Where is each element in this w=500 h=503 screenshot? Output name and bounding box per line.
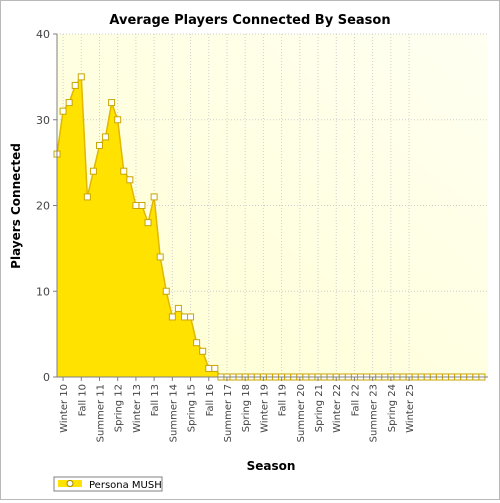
data-point xyxy=(156,253,164,261)
x-tick-label: Spring 12 xyxy=(114,384,125,432)
y-tick-labels: 0 10 20 30 40 xyxy=(36,28,57,384)
grid-lines xyxy=(57,33,488,378)
area-fill xyxy=(57,76,482,377)
x-tick-label: Winter 22 xyxy=(332,384,343,433)
x-tick-label: Winter 25 xyxy=(405,384,416,433)
x-tick-label: Fall 16 xyxy=(205,384,216,416)
data-point xyxy=(102,133,110,141)
data-point xyxy=(187,313,195,321)
data-point xyxy=(65,99,73,107)
x-tick-label: Winter 13 xyxy=(132,384,143,433)
data-point xyxy=(83,193,91,201)
data-point xyxy=(174,304,182,312)
data-point xyxy=(59,107,67,115)
x-tick-label: Summer 17 xyxy=(223,384,234,442)
y-tick-label: 0 xyxy=(43,371,50,384)
data-point xyxy=(120,167,128,175)
x-axis-label: Season xyxy=(247,459,296,473)
x-tick-label: Summer 11 xyxy=(95,384,106,442)
data-point xyxy=(132,202,140,209)
x-tick-label: Summer 14 xyxy=(168,384,179,442)
x-tick-label: Fall 19 xyxy=(278,384,289,416)
x-tick-label: Spring 15 xyxy=(187,384,198,432)
legend-marker xyxy=(66,480,74,487)
y-tick-label: 10 xyxy=(36,285,50,298)
data-point xyxy=(205,364,213,372)
data-point xyxy=(211,364,219,372)
x-tick-label: Winter 19 xyxy=(259,384,270,433)
data-point xyxy=(89,167,97,175)
data-point xyxy=(126,176,134,184)
y-tick-label: 40 xyxy=(36,28,50,41)
data-point xyxy=(138,202,146,209)
data-point xyxy=(180,313,188,321)
y-tick-label: 20 xyxy=(36,200,50,213)
x-tick-label: Winter 10 xyxy=(59,384,70,433)
data-point xyxy=(199,347,207,355)
legend: Persona MUSH xyxy=(53,476,163,492)
data-point xyxy=(71,81,79,89)
data-point xyxy=(193,339,201,347)
x-tick-label: Summer 23 xyxy=(369,384,380,442)
x-tick-label: Spring 24 xyxy=(387,384,398,432)
y-axis-label: Players Connected xyxy=(9,143,23,269)
data-point xyxy=(162,287,170,295)
x-tick-label: Fall 13 xyxy=(150,384,161,416)
legend-label: Persona MUSH xyxy=(89,480,162,491)
x-tick-label: Fall 10 xyxy=(77,384,88,416)
x-tick-label: Fall 22 xyxy=(350,384,361,416)
data-point xyxy=(108,99,116,107)
data-point xyxy=(77,73,85,81)
data-point xyxy=(95,141,103,149)
data-point xyxy=(150,193,158,201)
chart-title: Average Players Connected By Season xyxy=(109,13,390,28)
x-tick-label: Summer 20 xyxy=(296,384,307,442)
data-point xyxy=(144,219,152,227)
y-tick-label: 30 xyxy=(36,114,50,127)
x-tick-label: Spring 18 xyxy=(241,384,252,432)
x-tick-label: Spring 21 xyxy=(314,384,325,432)
x-tick-labels: Winter 10 Fall 10 Summer 11 Spring 12 Winter… xyxy=(59,377,416,442)
data-point xyxy=(114,116,122,124)
data-point xyxy=(168,313,176,321)
